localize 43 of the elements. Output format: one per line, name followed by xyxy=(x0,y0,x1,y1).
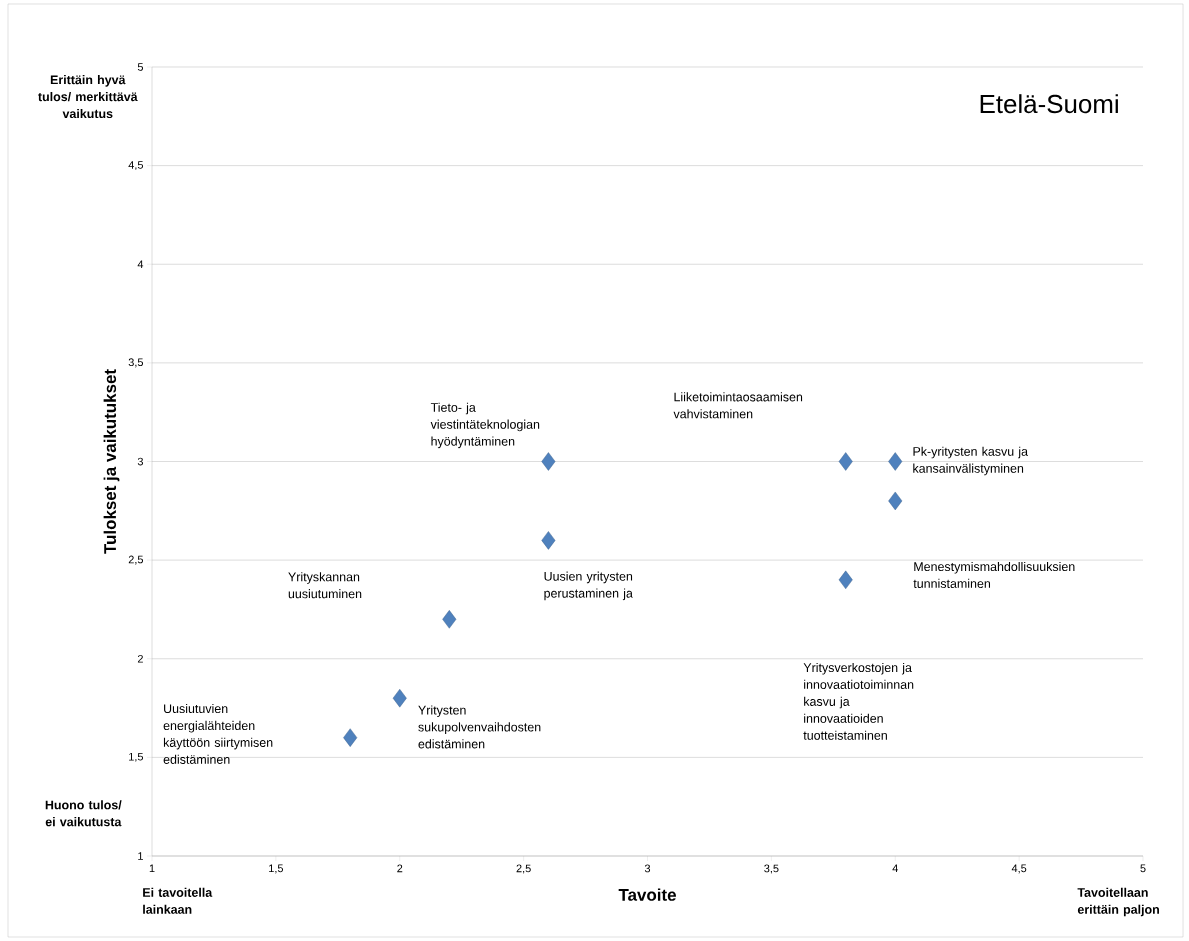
annotation: Menestymismahdollisuuksien tunnistaminen xyxy=(913,561,1075,588)
y-tick-label: 4 xyxy=(137,260,144,269)
x-tick-label: 2 xyxy=(397,864,403,873)
x-tick-label: 5 xyxy=(1140,864,1146,873)
point xyxy=(442,610,457,629)
y-tick-label: 4,5 xyxy=(128,161,144,171)
point xyxy=(838,570,853,590)
point xyxy=(888,491,903,511)
x-tick-label: 3,5 xyxy=(764,864,779,874)
text: Tavoitellaan erittäin paljon xyxy=(1077,887,1159,917)
point xyxy=(541,452,556,471)
x-tick-label: 2,5 xyxy=(516,864,531,874)
annotation: Uusiutuvien energialähteiden käyttöön siirtymisen edistäminen xyxy=(163,703,273,764)
y-tick-label: 2,5 xyxy=(128,555,144,565)
annotation: Uusien yritysten perustaminen ja xyxy=(544,571,633,601)
point xyxy=(392,689,407,708)
point xyxy=(888,452,903,471)
annotation: Liiketoimintaosaamisen vahvistaminen xyxy=(673,392,803,419)
y-axis-title: Tulokset ja vaikutukset xyxy=(103,369,120,554)
annotation: Yritysverkostojen ja innovaatiotoiminnan kasvu ja innovaatioiden tuotteistaminen xyxy=(803,662,914,740)
x-tick-label: 4 xyxy=(892,864,898,873)
y-tick-label: 5 xyxy=(137,63,144,71)
annotation: Pk-yritysten kasvu ja kansainvälistyminen xyxy=(913,446,1029,476)
annotation: Tieto- ja viestintäteknologian hyödyntäminen xyxy=(430,402,540,449)
text: Erittäin hyvä tulos/ merkittävä vaikutus xyxy=(38,75,138,119)
text: Huono tulos/ ei vaikutusta xyxy=(45,800,122,827)
x-tick-label: 4,5 xyxy=(1011,864,1027,874)
y-tick-label: 2 xyxy=(137,654,143,663)
y-tick-label: 3 xyxy=(137,457,143,466)
point xyxy=(838,452,853,471)
y-tick-label: 1 xyxy=(138,852,143,860)
x-tick-label: 1,5 xyxy=(269,864,284,874)
annotation: Yrityskannan uusiutuminen xyxy=(288,572,362,599)
x-axis-title: Tavoite xyxy=(618,888,676,901)
text: Etelä-Suomi xyxy=(980,94,1118,114)
annotation: Yritysten sukupolvenvaihdosten edistäminen xyxy=(418,705,541,749)
x-tick-label: 3 xyxy=(644,864,651,873)
point xyxy=(541,531,556,550)
y-tick-label: 3,5 xyxy=(128,358,144,368)
text: Ei tavoitella lainkaan xyxy=(143,887,213,914)
point xyxy=(343,728,358,747)
y-tick-label: 1,5 xyxy=(129,752,144,762)
x-tick-label: 1 xyxy=(149,864,155,873)
